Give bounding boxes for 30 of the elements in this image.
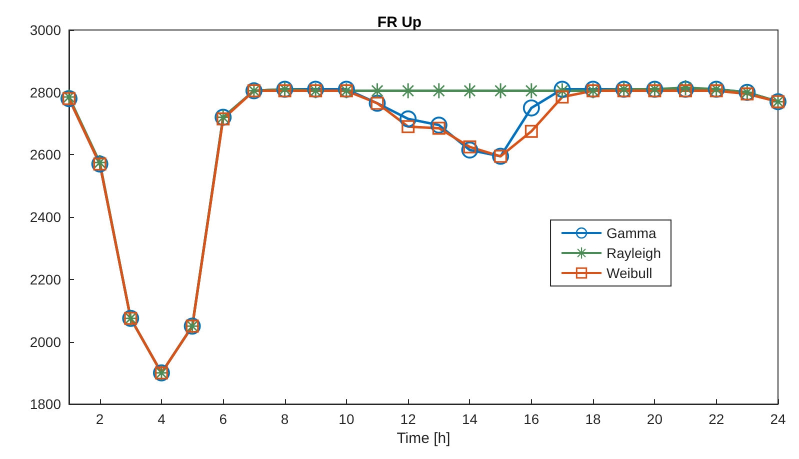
- x-tick-label: 22: [708, 411, 724, 428]
- point: [402, 120, 415, 134]
- y-tick-label: 2800: [30, 84, 62, 100]
- y-tick-label: 2400: [30, 209, 62, 226]
- point: [370, 83, 385, 98]
- chart-title: FR Up: [377, 14, 422, 31]
- y-tick-label: 2200: [30, 271, 62, 288]
- y-tick-label: 2600: [30, 146, 62, 163]
- point: [524, 124, 538, 138]
- legend-label: Gamma: [606, 225, 657, 241]
- legend-label: Weibull: [606, 265, 652, 281]
- point: [522, 99, 540, 116]
- y-tick-label: 2000: [30, 334, 62, 350]
- x-tick-label: 14: [462, 411, 478, 428]
- x-tick-label: 6: [219, 411, 228, 428]
- point: [462, 83, 478, 98]
- x-tick-label: 2: [96, 411, 104, 428]
- x-axis-title: Time [h]: [396, 430, 450, 447]
- x-tick-label: 24: [770, 411, 786, 428]
- x-tick-label: 20: [646, 411, 663, 428]
- y-tick-label: 3000: [30, 22, 62, 38]
- legend-label: Rayleigh: [606, 245, 662, 261]
- x-tick-label: 10: [338, 411, 354, 428]
- x-tick-label: 12: [400, 411, 416, 428]
- x-tick-label: 8: [280, 411, 289, 428]
- y-tick-label: 1800: [30, 396, 62, 412]
- x-tick-label: 18: [585, 411, 602, 428]
- x-tick-label: 4: [158, 411, 166, 428]
- x-tick-label: 16: [524, 411, 540, 428]
- point: [556, 90, 569, 104]
